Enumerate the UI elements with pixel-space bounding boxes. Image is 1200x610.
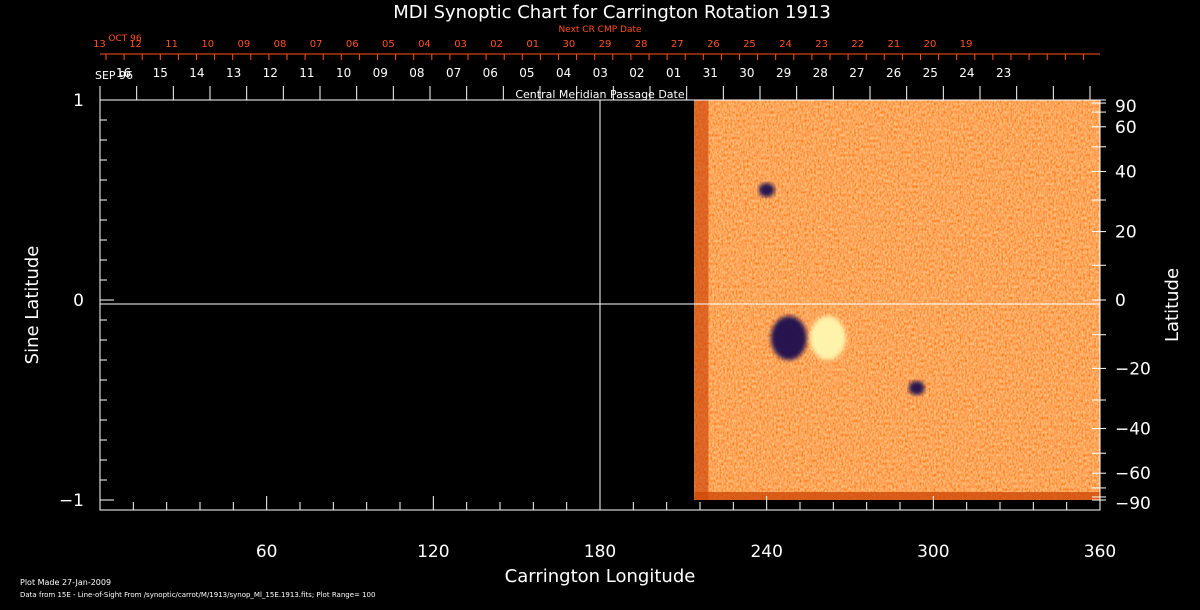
next-cr-axis: OCT 96 Next CR CMP Date 13 12 11 10 09 08 07 06… (93, 25, 1100, 60)
y-right-tick-label: −90 (1115, 494, 1151, 514)
next-cr-date-label: 07 (310, 39, 323, 50)
next-cr-date-label: 30 (563, 39, 576, 50)
y-axis-left-label: Sine Latitude (22, 246, 43, 365)
magnetic-feature-positive-polarity-region (809, 316, 846, 360)
y-left-tick-label: 0 (73, 291, 84, 311)
x-tick-label: 120 (417, 542, 449, 562)
y-right-tick-label: 0 (1115, 291, 1126, 311)
next-cr-date-label: 10 (201, 39, 214, 50)
next-cr-date-label: 29 (599, 39, 612, 50)
next-cr-date-label: 11 (165, 39, 178, 50)
y-right-tick-label: −60 (1115, 464, 1151, 484)
next-cr-date-label: 19 (960, 39, 973, 50)
cmp-date-label: 11 (299, 66, 314, 80)
cmp-date-label: 06 (483, 66, 498, 80)
next-cr-date-label: 02 (490, 39, 503, 50)
cmp-date-label: 14 (189, 66, 204, 80)
cmp-date-label: 10 (336, 66, 351, 80)
next-cr-date-label: 26 (707, 39, 720, 50)
plot-made-note: Plot Made 27-Jan-2009 (20, 578, 112, 587)
cmp-date-label: 28 (813, 66, 828, 80)
x-tick-label: 360 (1084, 542, 1116, 562)
y-right-tick-label: 20 (1115, 223, 1137, 243)
cmp-date-label: 25 (923, 66, 938, 80)
chart-title: MDI Synoptic Chart for Carrington Rotati… (393, 2, 831, 23)
next-cr-date-label: 12 (129, 39, 142, 50)
magnetogram-image (694, 100, 1100, 500)
y-left-tick-label: −1 (59, 491, 84, 511)
magnetic-feature-northern-negative-patch (758, 183, 775, 197)
cmp-date-label: 04 (556, 66, 571, 80)
y-right-tick-label: 90 (1115, 97, 1137, 117)
next-cr-date-label: 21 (888, 39, 901, 50)
next-cr-date-label: 23 (815, 39, 828, 50)
next-cr-date-label: 03 (454, 39, 467, 50)
cmp-date-label: 09 (373, 66, 388, 80)
next-cr-date-label: 04 (418, 39, 431, 50)
next-cr-axis-label: Next CR CMP Date (558, 25, 642, 35)
cmp-date-label: 01 (666, 66, 681, 80)
cmp-date-label: 15 (153, 66, 168, 80)
y-right-tick-label: 60 (1115, 118, 1137, 138)
cmp-date-label: 07 (446, 66, 461, 80)
cmp-date-label: 13 (226, 66, 241, 80)
cmp-axis-label: Central Meridian Passage Date (515, 88, 684, 101)
cmp-date-label: 26 (886, 66, 901, 80)
next-cr-date-label: 05 (382, 39, 395, 50)
cmp-month-label: SEP 96 (95, 69, 133, 82)
y-axis-right-label: Latitude (1162, 268, 1183, 342)
x-tick-label: 180 (584, 542, 616, 562)
x-tick-label: 300 (917, 542, 949, 562)
next-cr-date-label: 13 (93, 39, 106, 50)
y-right-tick-label: 40 (1115, 162, 1137, 182)
cmp-date-label: 27 (849, 66, 864, 80)
cmp-date-label: 30 (739, 66, 754, 80)
y-right-tick-label: −40 (1115, 420, 1151, 440)
cmp-date-label: 12 (263, 66, 278, 80)
x-tick-label: 60 (256, 542, 278, 562)
x-axis: 60 120 180 240 300 360 (99, 496, 1116, 562)
x-axis-label: Carrington Longitude (505, 566, 696, 587)
data-source-note: Data from 15E - Line-of-Sight From /syno… (20, 591, 376, 599)
cmp-date-label: 08 (409, 66, 424, 80)
magnetogram-bottom-band (694, 492, 1100, 500)
cmp-date-label: 16 (116, 66, 131, 80)
next-cr-date-label: 22 (851, 39, 864, 50)
y-left-tick-label: 1 (73, 91, 84, 111)
next-cr-date-label: 20 (924, 39, 937, 50)
cmp-date-label: 05 (519, 66, 534, 80)
magnetic-feature-small-bipole (908, 381, 925, 395)
cmp-date-axis: SEP 96 Central Meridian Passage Date 16 1… (95, 66, 1091, 101)
magnetic-feature-negative-polarity-region (770, 316, 807, 360)
next-cr-date-label: 27 (671, 39, 684, 50)
next-cr-date-label: 25 (743, 39, 756, 50)
next-cr-date-label: 08 (274, 39, 287, 50)
next-cr-date-label: 09 (238, 39, 251, 50)
magnetogram-limb-band (694, 100, 709, 500)
y-right-tick-label: −20 (1115, 359, 1151, 379)
next-cr-date-label: 06 (346, 39, 359, 50)
next-cr-date-label: 24 (779, 39, 792, 50)
magnetogram-speckle (694, 100, 1100, 500)
cmp-date-label: 29 (776, 66, 791, 80)
cmp-date-label: 31 (703, 66, 718, 80)
cmp-date-label: 03 (593, 66, 608, 80)
y-axis-left: 1 0 −1 (59, 91, 114, 511)
next-cr-date-label: 01 (526, 39, 539, 50)
next-cr-month-label: OCT 96 (108, 34, 141, 44)
next-cr-date-label: 28 (635, 39, 648, 50)
cmp-date-label: 02 (629, 66, 644, 80)
cmp-date-label: 23 (996, 66, 1011, 80)
x-tick-label: 240 (750, 542, 782, 562)
cmp-date-label: 24 (959, 66, 974, 80)
